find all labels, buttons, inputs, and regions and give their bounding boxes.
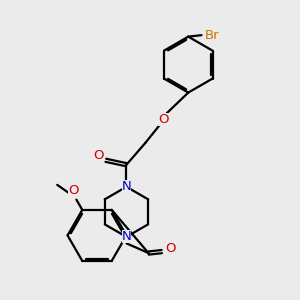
Text: N: N: [122, 230, 131, 243]
Text: O: O: [158, 112, 169, 126]
Text: O: O: [165, 242, 176, 255]
Text: N: N: [122, 180, 131, 193]
Text: O: O: [93, 149, 104, 162]
Text: Br: Br: [205, 29, 219, 42]
Text: O: O: [68, 184, 79, 197]
